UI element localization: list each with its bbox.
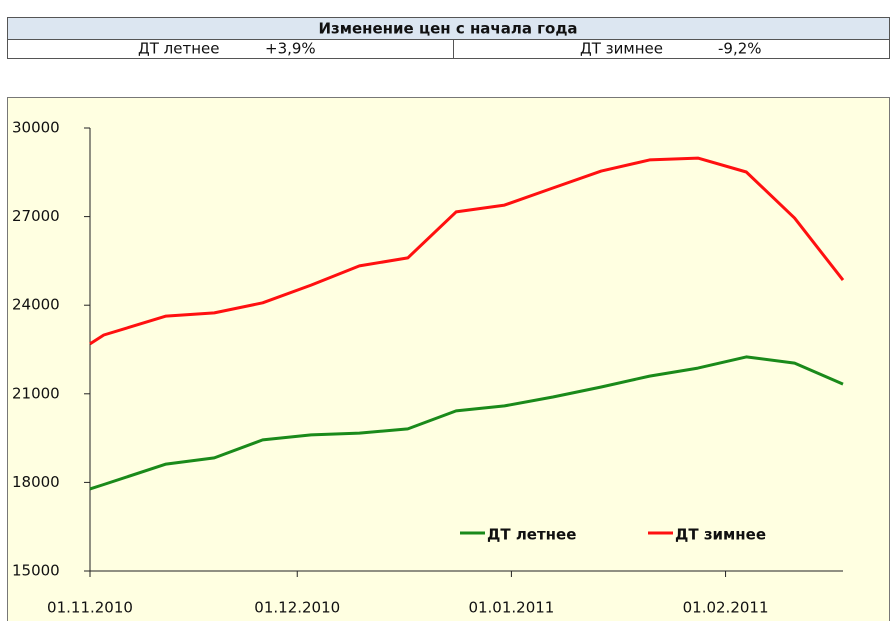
table-title: Изменение цен с начала года [318,20,577,38]
series-line [89,156,845,346]
y-tick-label: 18000 [12,473,60,491]
y-tick-label: 15000 [12,562,60,580]
cell: -9,2% [718,40,762,58]
cell: ДТ зимнее [580,40,663,58]
x-tick-label: 01.02.2011 [683,599,769,617]
series-line [89,355,844,491]
x-tick-label: 01.11.2010 [47,599,133,617]
cell: +3,9% [265,40,316,58]
legend-label: ДТ зимнее [675,526,766,544]
x-tick-label: 01.12.2010 [254,599,340,617]
x-tick-label: 01.01.2011 [468,599,554,617]
y-tick-label: 24000 [12,296,60,314]
legend-label: ДТ летнее [487,526,576,544]
y-tick-label: 21000 [12,384,60,402]
cell: ДТ летнее [138,40,219,58]
y-tick-label: 30000 [12,119,60,137]
y-tick-label: 27000 [12,207,60,225]
